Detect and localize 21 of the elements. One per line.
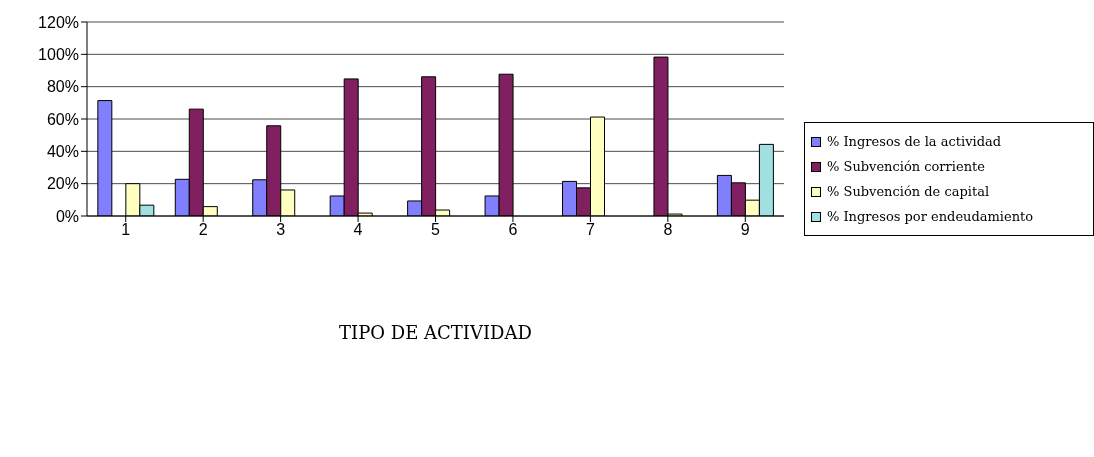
x-tick-label: 4 [353,221,363,239]
y-tick-label: 0% [55,207,79,225]
y-tick-label: 120% [38,13,79,31]
legend-label: % Subvención corriente [827,159,985,174]
y-tick-label: 40% [46,143,79,161]
y-tick-label: 60% [46,110,79,128]
x-tick-label: 6 [508,221,518,239]
y-tick-label: 80% [46,78,79,96]
x-tick-label: 8 [663,221,673,239]
legend-label: % Ingresos por endeudamiento [827,209,1034,224]
x-tick-label: 7 [585,221,595,239]
x-tick-label: 3 [276,221,286,239]
x-tick-label: 5 [431,221,441,239]
y-tick-label: 100% [38,46,79,64]
legend-label: % Subvención de capital [827,184,990,199]
x-tick-label: 9 [740,221,750,239]
x-axis-title: TIPO DE ACTIVIDAD [339,322,532,343]
x-tick-label: 1 [121,221,131,239]
legend-label: % Ingresos de la actividad [827,134,1002,149]
y-tick-label: 20% [46,175,79,193]
x-tick-label: 2 [198,221,208,239]
